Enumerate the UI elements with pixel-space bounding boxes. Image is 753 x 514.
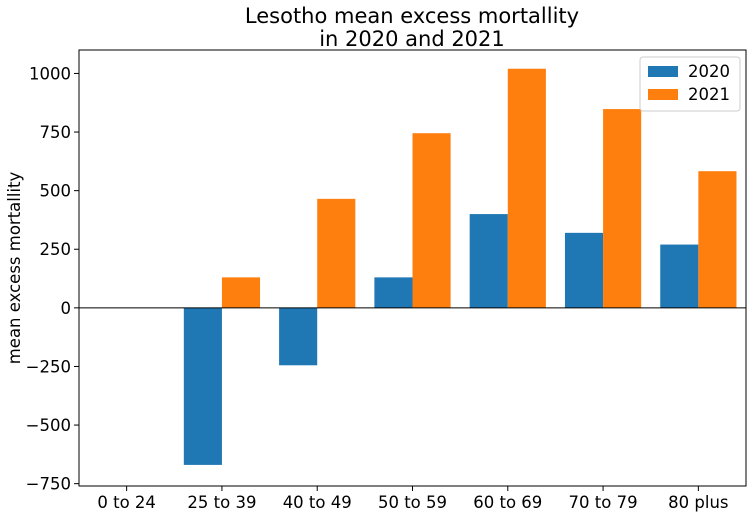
- y-tick-label: 750: [40, 123, 72, 142]
- y-axis-label: mean excess mortallity: [5, 171, 24, 364]
- legend-swatch-2021: [648, 89, 678, 100]
- y-tick-label: 500: [40, 182, 72, 201]
- bar-2021-40-to-49: [317, 198, 356, 308]
- legend-label-2020: 2020: [688, 62, 730, 81]
- x-tick-label: 60 to 69: [473, 493, 542, 512]
- x-tick-label: 0 to 24: [97, 493, 156, 512]
- y-tick-label: −750: [26, 475, 71, 494]
- y-axis: −750 −500 −250 0 250 500 750 1000: [26, 64, 79, 494]
- bar-2020-60-to-69: [469, 214, 508, 308]
- bar-2020-80-plus: [660, 244, 699, 308]
- y-tick-label: 1000: [29, 64, 71, 83]
- bar-2021-50-to-59: [412, 133, 451, 308]
- x-tick-label: 50 to 59: [378, 493, 447, 512]
- y-tick-label: −500: [26, 416, 71, 435]
- bar-2020-70-to-79: [564, 232, 604, 308]
- chart-title: Lesotho mean excess mortallity: [245, 4, 579, 28]
- x-tick-label: 80 plus: [668, 493, 728, 512]
- y-tick-label: 250: [40, 240, 72, 259]
- bar-2020-50-to-59: [374, 277, 413, 308]
- x-tick-label: 40 to 49: [283, 493, 352, 512]
- y-tick-label: 0: [61, 299, 72, 318]
- legend-swatch-2020: [648, 66, 678, 77]
- bar-2021-70-to-79: [603, 109, 642, 308]
- x-axis: 0 to 24 25 to 39 40 to 49 50 to 59 60 to 69 7…: [97, 486, 729, 512]
- x-tick-label: 70 to 79: [569, 493, 638, 512]
- bars-group: [183, 68, 737, 465]
- bar-2020-25-to-39: [183, 307, 222, 465]
- bar-2021-25-to-39: [221, 277, 261, 308]
- y-tick-label: −250: [26, 357, 71, 376]
- x-tick-label: 25 to 39: [187, 493, 256, 512]
- legend: 2020 2021: [639, 56, 741, 112]
- legend-label-2021: 2021: [688, 85, 730, 104]
- chart-subtitle: in 2020 and 2021: [319, 27, 505, 51]
- bar-2020-40-to-49: [279, 307, 318, 366]
- bar-2021-80-plus: [698, 171, 737, 308]
- bar-2021-60-to-69: [507, 68, 546, 308]
